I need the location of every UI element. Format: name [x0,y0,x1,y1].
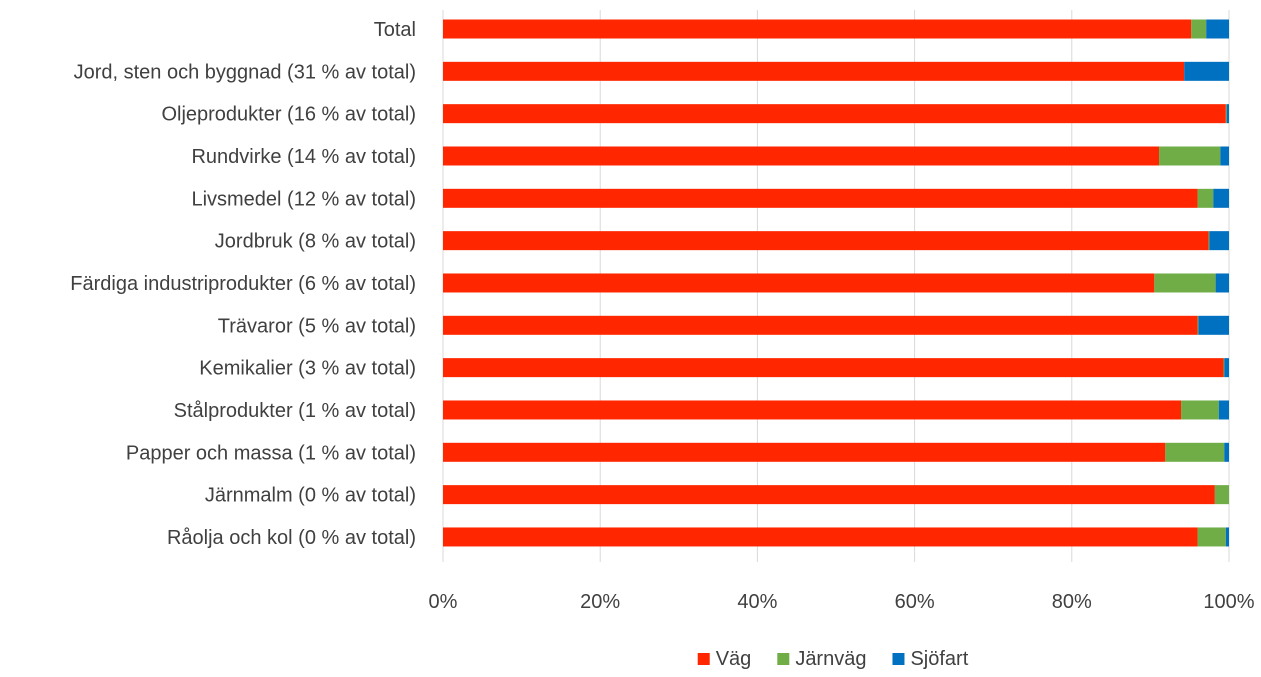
bar-segment [1223,358,1225,378]
bar-segment [1159,146,1221,166]
bar-segment [1225,104,1227,124]
bar-segment [1165,442,1225,462]
category-label: Oljeprodukter (16 % av total) [161,104,416,126]
category-label: Rundvirke (14 % av total) [191,146,416,168]
bar-segment [443,358,1224,378]
bar-segment [1214,485,1229,505]
category-label: Råolja och kol (0 % av total) [167,527,416,549]
bar-segment [1224,358,1229,378]
bar-segment [1181,400,1219,420]
x-tick-label: 0% [429,591,458,613]
bar-segment [1197,188,1214,208]
bar-segment [443,146,1160,166]
bar-segment [443,273,1155,293]
category-label: Jordbruk (8 % av total) [215,231,416,253]
category-label: Trävaror (5 % av total) [218,315,416,337]
bar-segment [1215,273,1229,293]
legend-item: Väg [697,648,752,670]
bar-segment [1225,527,1229,547]
bar-segment [1224,442,1229,462]
category-label: Stålprodukter (1 % av total) [174,400,416,422]
bar-segment [1184,61,1229,81]
legend-label: Sjöfart [910,648,968,670]
legend-swatch [892,653,905,665]
bar-segment [1209,231,1229,251]
bar-segment [443,400,1182,420]
bar-segment [443,19,1192,39]
category-labels: Total Jord, sten och byggnad (31 % av tot… [70,19,416,549]
legend-label: Järnväg [795,648,866,670]
category-label: Total [374,19,416,41]
x-tick-label: 40% [737,591,777,613]
bar-segment [1220,146,1229,166]
legend-swatch [777,653,790,665]
bar-segment [1197,527,1226,547]
bar-segment [443,527,1198,547]
x-tick-label: 60% [895,591,935,613]
category-label: Livsmedel (12 % av total) [191,188,416,210]
bar-segment [1154,273,1216,293]
x-tick-label: 20% [580,591,620,613]
bar-segment [1213,188,1229,208]
category-label: Jord, sten och byggnad (31 % av total) [74,61,416,83]
bar-segment [1197,315,1199,335]
bar-segment [443,315,1198,335]
legend-swatch [697,653,710,665]
bar-segment [1198,315,1229,335]
legend-item: Sjöfart [892,648,969,670]
category-label: Kemikalier (3 % av total) [199,358,416,380]
bars [443,19,1229,547]
bar-segment [443,188,1198,208]
bar-segment [443,485,1215,505]
category-label: Järnmalm (0 % av total) [205,485,416,507]
x-tick-label: 80% [1052,591,1092,613]
legend-item: Järnväg [777,648,866,670]
x-tick-label: 100% [1203,591,1254,613]
bar-segment [1208,231,1210,251]
category-label: Färdiga industriprodukter (6 % av total) [70,273,416,295]
bar-segment [443,104,1226,124]
bar-segment [443,61,1185,81]
legend: Väg Järnväg Sjöfart [697,648,969,670]
bar-segment [1226,104,1229,124]
legend-label: Väg [716,648,752,670]
bar-segment [443,442,1166,462]
x-axis-tick-labels: 0% 20% 40% 60% 80% 100% [429,591,1255,613]
bar-segment [1206,19,1229,39]
bar-segment [1191,19,1207,39]
category-label: Papper och massa (1 % av total) [126,442,416,464]
bar-segment [443,231,1209,251]
bar-segment [1218,400,1229,420]
